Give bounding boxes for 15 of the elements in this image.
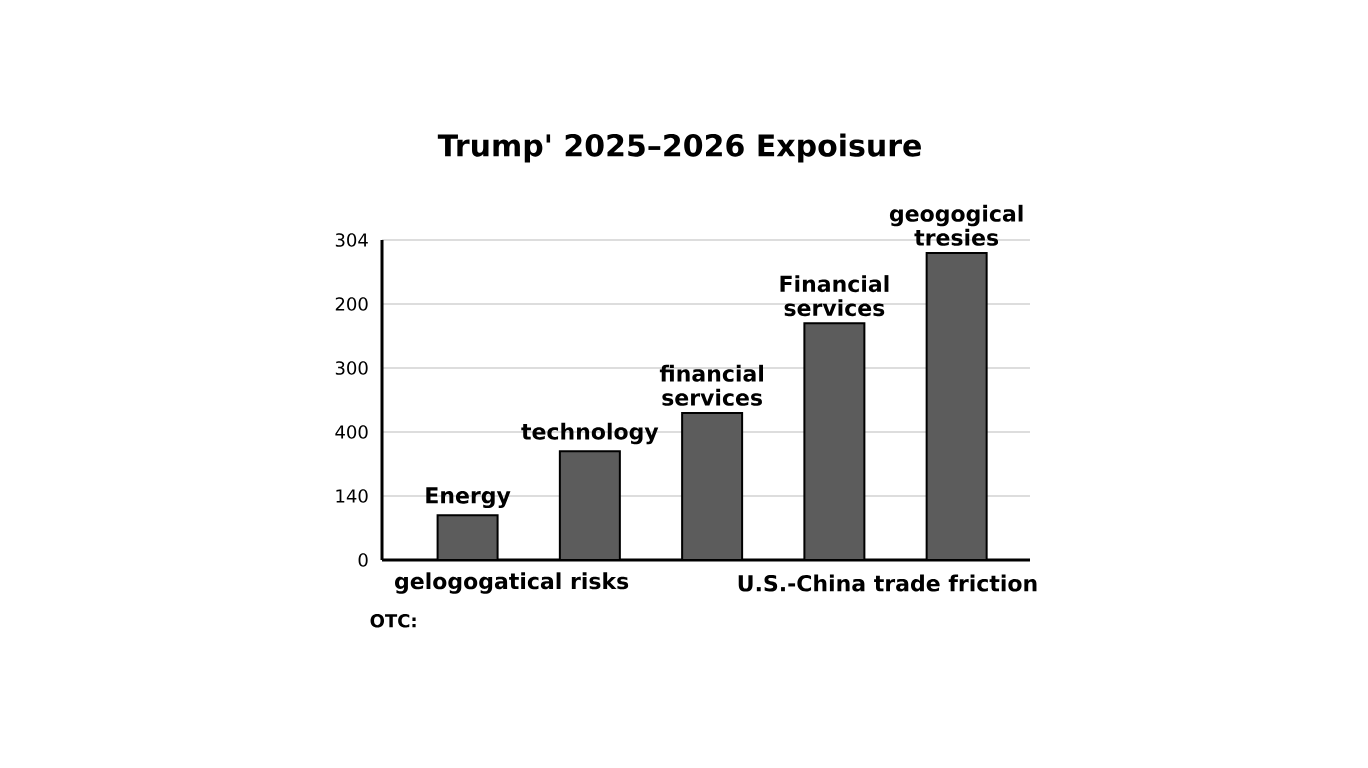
text: 200 bbox=[335, 297, 368, 311]
text: gelogogatical risks bbox=[395, 572, 629, 594]
text: 304 bbox=[335, 233, 368, 247]
text: U.S.-China trade friction bbox=[738, 574, 1037, 592]
text: 0 bbox=[358, 553, 368, 567]
text: 140 bbox=[336, 489, 368, 503]
text: OTC: bbox=[370, 613, 416, 628]
text: geogogical tresies bbox=[889, 204, 1023, 246]
text: 400 bbox=[335, 425, 368, 439]
annotation: technology bbox=[521, 422, 659, 445]
annotation: financial services bbox=[659, 364, 763, 406]
chart-title: Trump' 2025–2026 Expoisure bbox=[437, 133, 921, 163]
annotation: Financial services bbox=[780, 275, 889, 317]
text: 300 bbox=[335, 361, 368, 375]
annotation: Energy bbox=[426, 487, 511, 509]
